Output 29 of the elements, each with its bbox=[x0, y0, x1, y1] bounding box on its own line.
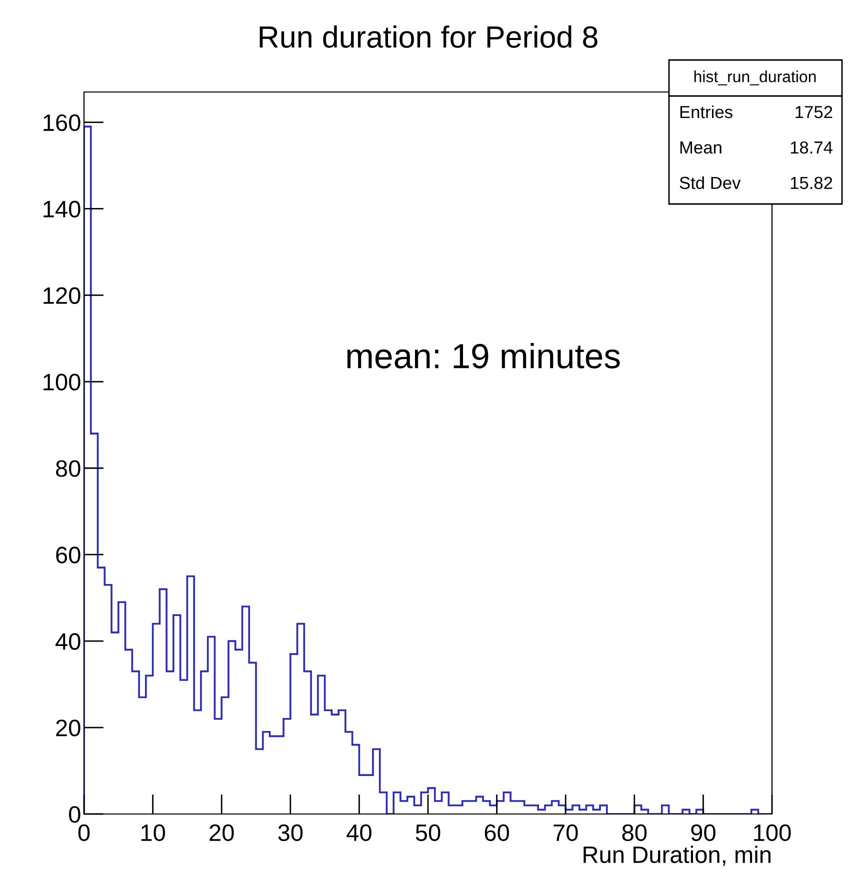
y-tick-label: 40 bbox=[56, 633, 80, 650]
annotation: Entries bbox=[680, 105, 732, 118]
x-tick-label: 70 bbox=[554, 824, 578, 842]
x-tick-label: 80 bbox=[622, 824, 647, 842]
annotation: mean: 19 minutes bbox=[347, 342, 620, 368]
x-tick-label: 100 bbox=[754, 824, 791, 842]
x-tick-label: 60 bbox=[484, 824, 510, 842]
x-tick-label: 50 bbox=[416, 824, 440, 842]
text: hist_run_duration bbox=[694, 70, 816, 86]
x-tick-label: 20 bbox=[210, 824, 234, 842]
text: 18.74 bbox=[790, 141, 832, 154]
y-tick-label: 100 bbox=[44, 374, 80, 390]
chart-title: Run duration for Period 8 bbox=[260, 25, 598, 48]
text: 15.82 bbox=[790, 176, 832, 190]
x-tick-label: 90 bbox=[691, 824, 716, 842]
y-tick-label: 0 bbox=[69, 806, 80, 823]
annotation: Mean bbox=[680, 142, 722, 154]
y-tick-label: 140 bbox=[44, 200, 80, 218]
y-tick-label: 80 bbox=[56, 460, 80, 477]
x-tick-label: 10 bbox=[141, 824, 166, 842]
y-tick-label: 120 bbox=[44, 287, 80, 304]
text: 1752 bbox=[796, 106, 832, 118]
x-axis-title: Run Duration, min bbox=[584, 846, 770, 866]
y-tick-label: 160 bbox=[44, 114, 80, 132]
y-tick-label: 60 bbox=[56, 546, 80, 564]
x-tick-label: 30 bbox=[278, 824, 303, 842]
x-tick-label: 40 bbox=[346, 824, 372, 842]
y-tick-label: 20 bbox=[56, 720, 80, 736]
annotation: Std Dev bbox=[680, 176, 741, 190]
